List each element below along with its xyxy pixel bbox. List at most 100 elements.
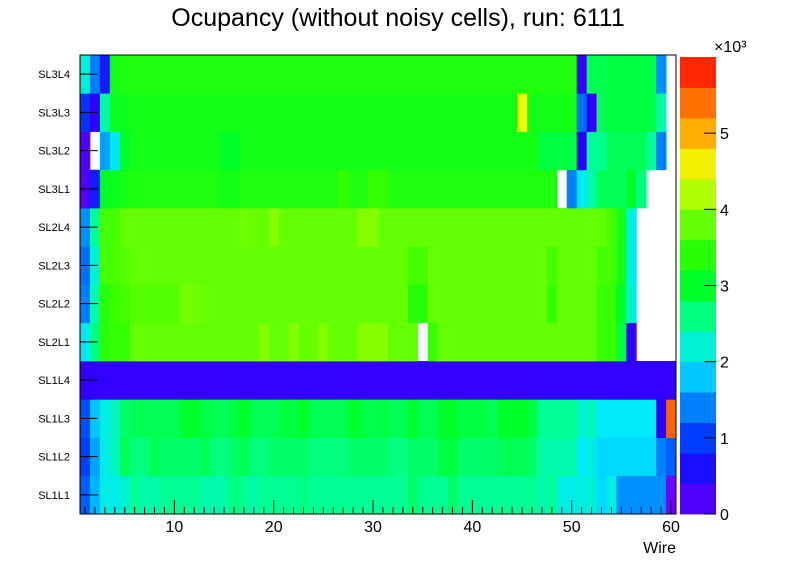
heatmap-cell — [387, 437, 399, 477]
heatmap-cell — [606, 284, 617, 324]
heatmap-cell — [129, 208, 140, 247]
heatmap-cell — [199, 208, 210, 247]
heatmap-cell — [586, 246, 597, 285]
heatmap-cell — [298, 322, 309, 362]
heatmap-cell — [298, 246, 309, 285]
heatmap-cell — [626, 131, 637, 171]
heatmap-cell — [149, 208, 160, 247]
heatmap-cell — [288, 169, 299, 209]
heatmap-cell — [238, 131, 250, 171]
heatmap-cell — [606, 208, 617, 247]
heatmap-cell — [477, 93, 488, 132]
heatmap-cell — [129, 55, 140, 94]
heatmap-cell — [109, 246, 121, 285]
heatmap-cell — [278, 322, 289, 362]
heatmap-cell — [229, 208, 240, 247]
heatmap-cell — [447, 475, 458, 515]
heatmap-cell — [497, 93, 508, 132]
z-multiplier-label: ×10³ — [714, 39, 747, 56]
palette-band — [680, 392, 716, 423]
heatmap-cell — [199, 322, 210, 362]
heatmap-cell — [248, 322, 260, 362]
heatmap-cell — [378, 208, 389, 247]
heatmap-cell — [189, 322, 200, 362]
heatmap-cell — [417, 169, 429, 209]
heatmap-cell — [536, 399, 548, 438]
heatmap-cell — [387, 399, 399, 438]
heatmap-cell — [556, 437, 568, 477]
heatmap-cell — [487, 361, 498, 400]
heatmap-cell — [616, 284, 627, 324]
heatmap-cell — [159, 437, 170, 477]
heatmap-cell — [348, 322, 359, 362]
z-tick-label: 4 — [720, 202, 729, 219]
heatmap-cell — [527, 169, 538, 209]
heatmap-cell — [596, 169, 607, 209]
heatmap-cell — [179, 475, 190, 515]
heatmap-cell — [229, 169, 240, 209]
heatmap-cell — [507, 93, 518, 132]
heatmap-cell — [288, 361, 299, 400]
heatmap-cell — [258, 246, 270, 285]
heatmap-cell — [368, 284, 379, 324]
heatmap-cell — [626, 437, 637, 477]
heatmap-cell — [636, 399, 647, 438]
heatmap-cell — [348, 399, 359, 438]
heatmap-cell — [258, 208, 270, 247]
heatmap-cell — [467, 55, 478, 94]
heatmap-cell — [129, 131, 140, 171]
heatmap-cell — [308, 208, 319, 247]
heatmap-cell — [109, 169, 121, 209]
heatmap-cell — [467, 322, 478, 362]
heatmap-cell — [308, 437, 319, 477]
heatmap-cell — [378, 169, 389, 209]
heatmap-cell — [517, 169, 528, 209]
heatmap-cell — [129, 169, 140, 209]
heatmap-cell — [119, 131, 131, 171]
heatmap-cell — [328, 131, 339, 171]
heatmap-cell — [119, 361, 131, 400]
heatmap-cell — [209, 55, 220, 94]
heatmap-cell — [626, 399, 637, 438]
heatmap-cell — [199, 361, 210, 400]
heatmap-cell — [507, 246, 518, 285]
heatmap-cell — [437, 361, 448, 400]
x-tick-label: 40 — [463, 519, 481, 536]
heatmap-cell — [129, 399, 140, 438]
heatmap-cell — [656, 93, 667, 132]
heatmap-cell — [546, 169, 558, 209]
heatmap-cell — [636, 361, 647, 400]
heatmap-cell — [288, 93, 299, 132]
heatmap-cell — [129, 361, 140, 400]
heatmap-cell — [566, 475, 578, 515]
heatmap-cell — [288, 322, 299, 362]
heatmap-cell — [189, 208, 200, 247]
heatmap-cell — [149, 437, 160, 477]
heatmap-cell — [586, 437, 597, 477]
y-tick-label: SL3L1 — [38, 184, 70, 196]
heatmap-cell — [318, 208, 329, 247]
heatmap-cell — [586, 208, 597, 247]
heatmap-cell — [109, 284, 121, 324]
heatmap-cell — [417, 284, 429, 324]
heatmap-cell — [248, 93, 260, 132]
heatmap-cell — [348, 93, 359, 132]
heatmap-cell — [119, 246, 131, 285]
heatmap-cell — [338, 169, 349, 209]
heatmap-cell — [606, 55, 617, 94]
heatmap-cell — [209, 169, 220, 209]
heatmap-cell — [119, 93, 131, 132]
heatmap-cell — [606, 322, 617, 362]
heatmap-cell — [298, 399, 309, 438]
heatmap-cell — [229, 437, 240, 477]
heatmap-cell — [556, 322, 568, 362]
heatmap-cell — [616, 322, 627, 362]
heatmap-cell — [546, 361, 558, 400]
heatmap-cell — [666, 399, 677, 438]
heatmap-cell — [348, 169, 359, 209]
heatmap-cell — [626, 475, 637, 515]
heatmap-cell — [656, 131, 667, 171]
heatmap-cell — [606, 437, 617, 477]
heatmap-cell — [586, 131, 597, 171]
heatmap-cell — [139, 208, 150, 247]
